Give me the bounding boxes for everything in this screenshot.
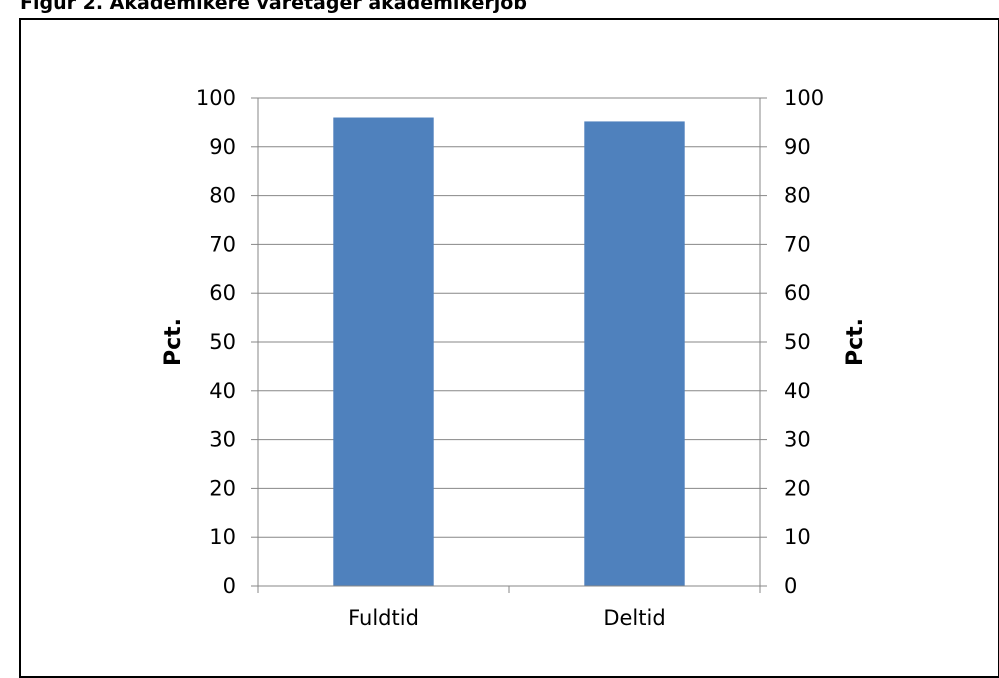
figure-title: Figur 2. Akademikere varetager akademike…	[20, 0, 527, 14]
left-tick-label: 80	[209, 184, 236, 208]
right-tick-label: 90	[784, 135, 811, 159]
left-tick-label: 20	[209, 476, 236, 500]
category-labels: Fuldtid Deltid	[348, 606, 666, 630]
left-tick-label: 70	[209, 232, 236, 256]
left-tick-labels: 0 10 20 30 40 50 60 70 80 90 100	[196, 86, 236, 598]
right-tick-label: 60	[784, 281, 811, 305]
right-tick-label: 0	[784, 574, 797, 598]
left-tick-label: 30	[209, 428, 236, 452]
bar-deltid	[584, 121, 685, 586]
bar-fuldtid	[333, 117, 434, 587]
right-tick-label: 100	[784, 86, 824, 110]
left-tick-label: 40	[209, 379, 236, 403]
bars	[333, 117, 685, 587]
right-tick-label: 40	[784, 379, 811, 403]
right-tick-label: 30	[784, 428, 811, 452]
left-tick-label: 10	[209, 525, 236, 549]
left-axis-title: Pct.	[161, 318, 186, 366]
right-tick-label: 50	[784, 330, 811, 354]
left-tick-label: 50	[209, 330, 236, 354]
right-tick-label: 20	[784, 476, 811, 500]
right-tick-labels: 0 10 20 30 40 50 60 70 80 90 100	[784, 86, 824, 598]
right-tick-label: 10	[784, 525, 811, 549]
category-label: Deltid	[603, 606, 665, 630]
right-tick-label: 70	[784, 232, 811, 256]
left-tick-label: 100	[196, 86, 236, 110]
axes	[251, 97, 767, 593]
right-tick-label: 80	[784, 184, 811, 208]
left-tick-label: 90	[209, 135, 236, 159]
left-tick-label: 0	[223, 574, 236, 598]
right-axis-title: Pct.	[843, 318, 868, 366]
category-label: Fuldtid	[348, 606, 419, 630]
left-tick-label: 60	[209, 281, 236, 305]
